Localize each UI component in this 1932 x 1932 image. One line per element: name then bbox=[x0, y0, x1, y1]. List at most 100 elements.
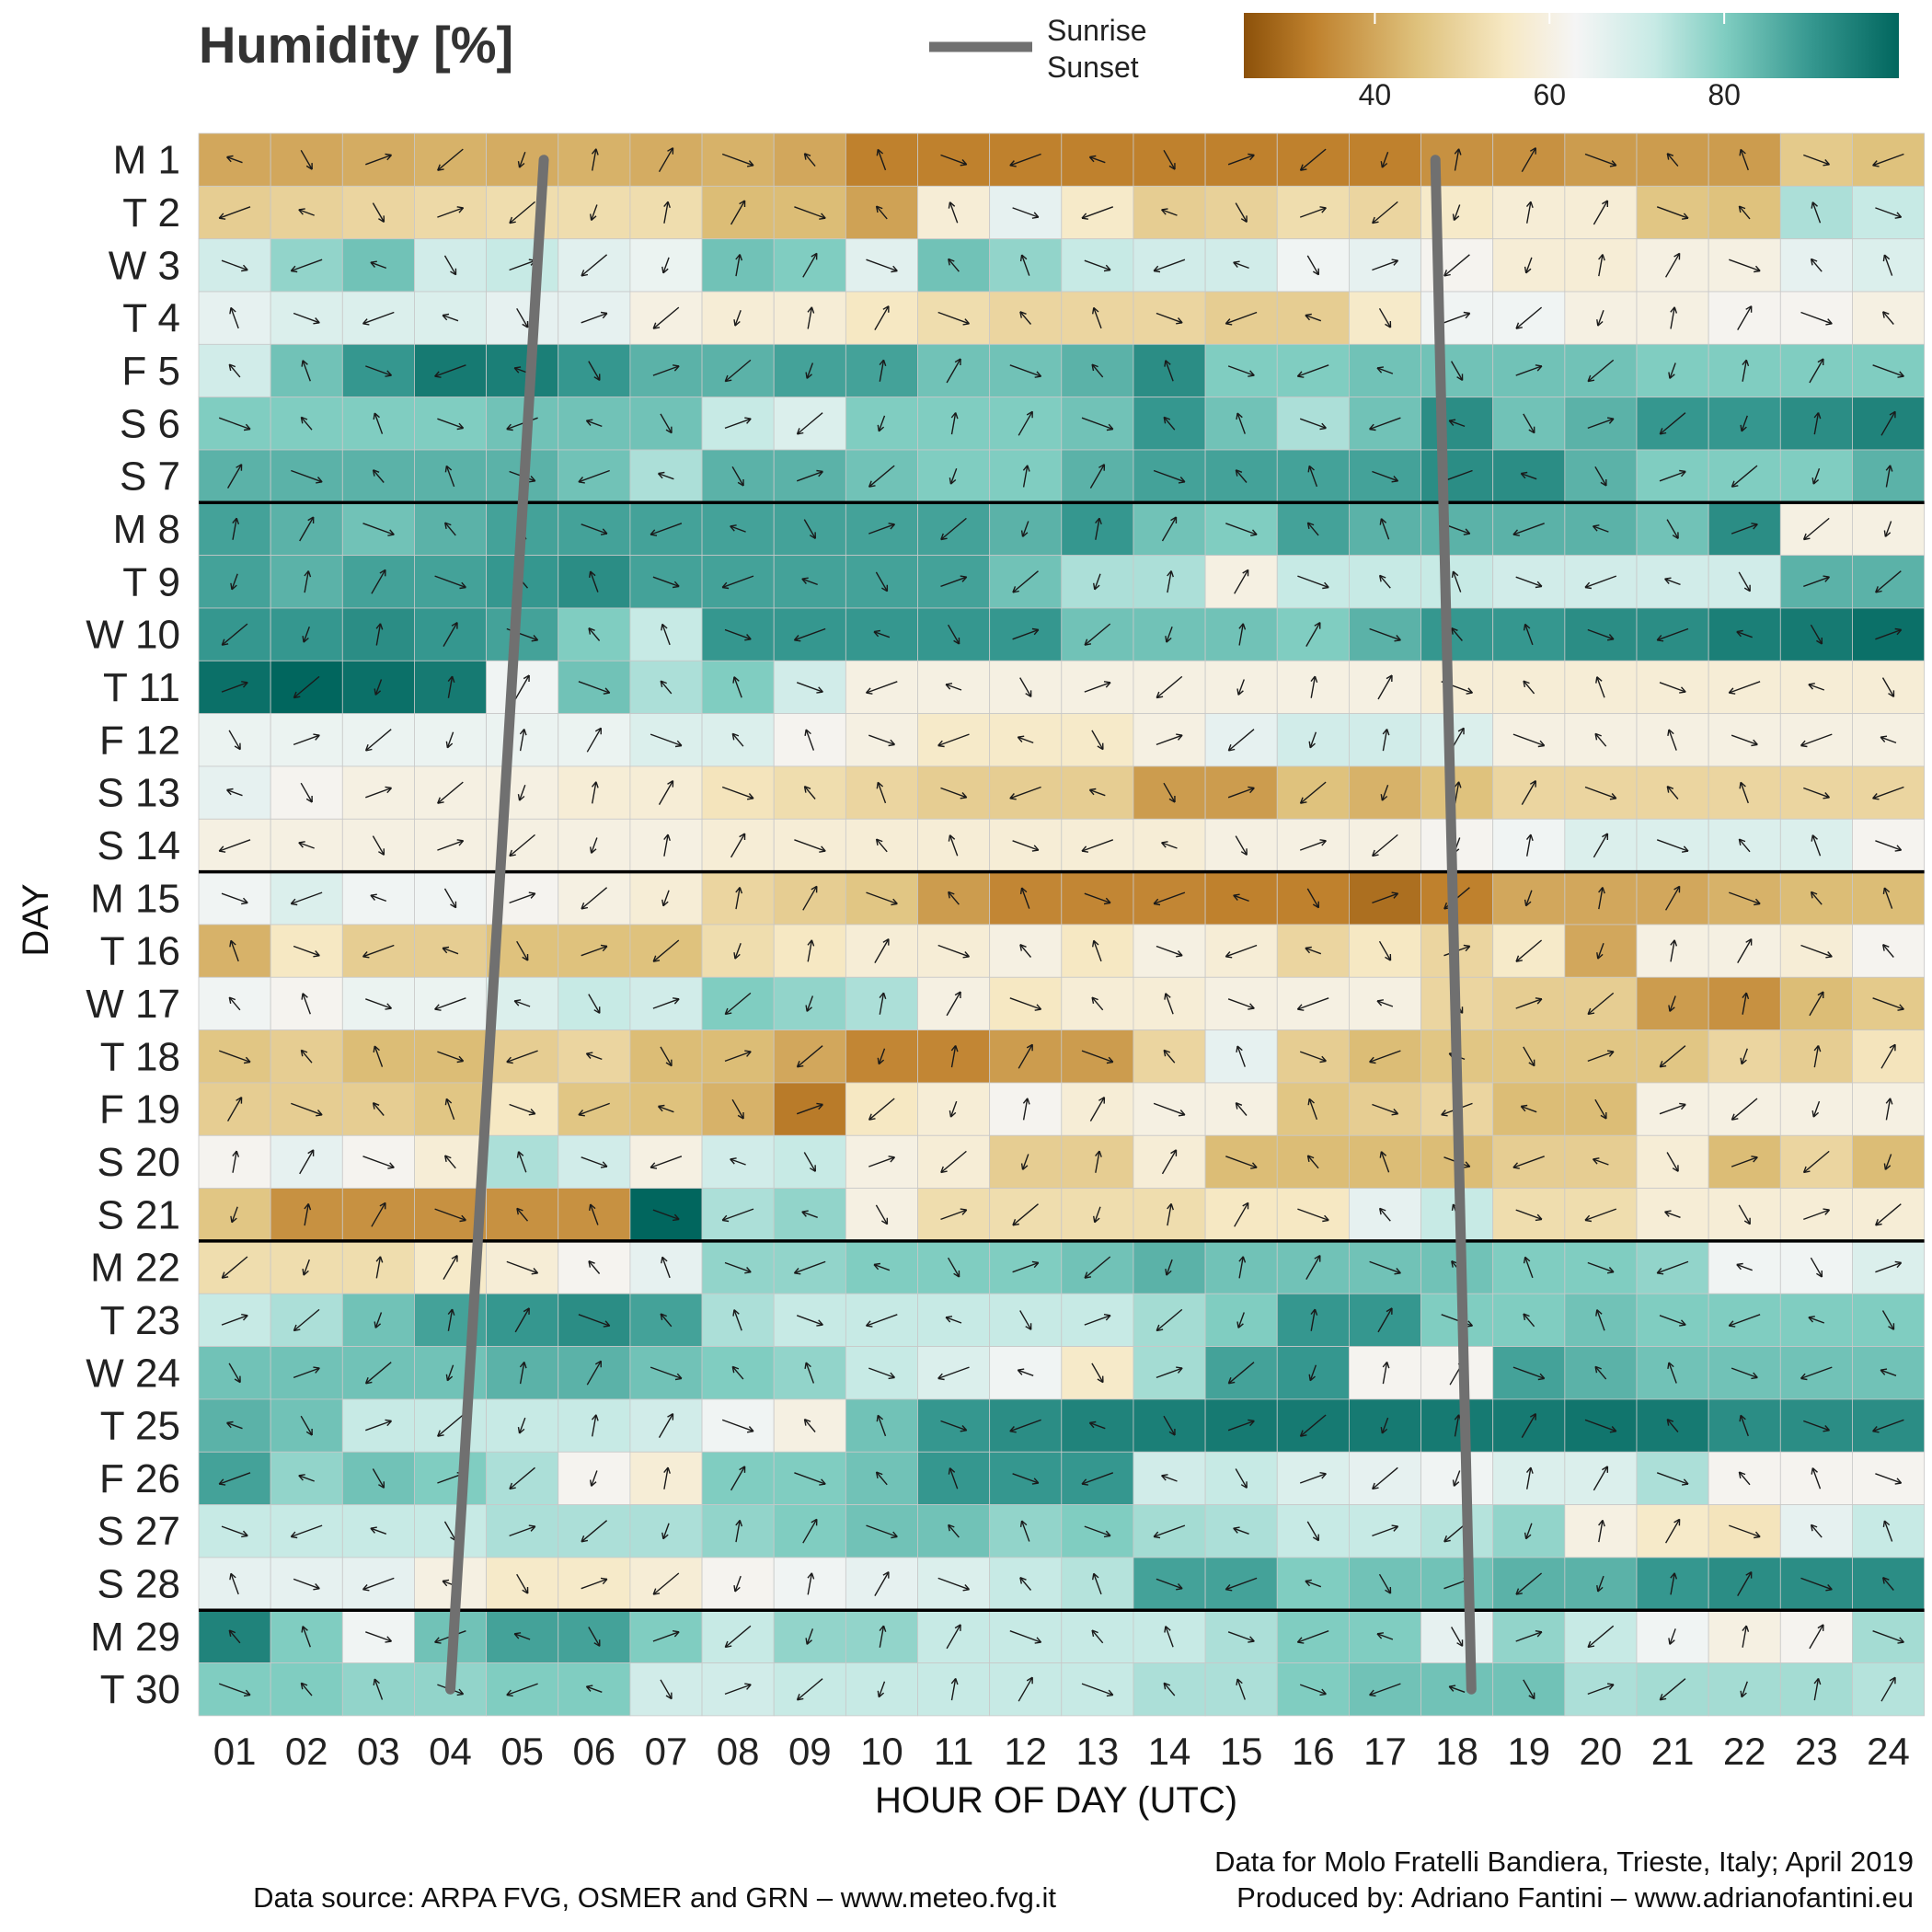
wind-arrow bbox=[290, 259, 323, 273]
wind-arrow bbox=[1813, 1045, 1822, 1068]
wind-arrow bbox=[735, 254, 743, 277]
wind-arrow bbox=[1664, 1210, 1681, 1218]
wind-arrow bbox=[1305, 313, 1322, 322]
wind-arrow bbox=[1452, 204, 1461, 222]
x-tick-label: 08 bbox=[717, 1730, 760, 1773]
wind-arrow bbox=[291, 1102, 323, 1117]
wind-arrow bbox=[868, 1367, 896, 1380]
wind-arrow bbox=[805, 995, 814, 1012]
wind-arrow bbox=[724, 1683, 752, 1696]
wind-arrow bbox=[803, 153, 816, 167]
wind-arrow bbox=[1523, 1313, 1535, 1328]
wind-arrow bbox=[1156, 733, 1183, 746]
wind-arrow bbox=[226, 1420, 243, 1430]
wind-arrow bbox=[299, 516, 315, 542]
wind-arrow bbox=[293, 312, 320, 325]
wind-arrow bbox=[1081, 206, 1114, 220]
wind-arrow bbox=[516, 940, 529, 961]
wind-arrow bbox=[581, 1577, 608, 1590]
wind-arrow bbox=[1880, 1676, 1896, 1702]
wind-arrow bbox=[517, 784, 526, 801]
wind-arrow bbox=[1088, 788, 1106, 797]
wind-arrow bbox=[1594, 732, 1607, 747]
wind-arrow bbox=[300, 1415, 313, 1436]
wind-arrow bbox=[733, 942, 742, 960]
wind-arrow bbox=[1095, 1150, 1102, 1173]
wind-arrow bbox=[1225, 523, 1258, 536]
wind-arrow bbox=[868, 734, 896, 747]
wind-arrow bbox=[802, 885, 818, 911]
wind-arrow bbox=[1019, 311, 1032, 325]
wind-arrow bbox=[1299, 1051, 1327, 1064]
wind-arrow bbox=[1089, 464, 1106, 489]
wind-arrow bbox=[732, 1309, 742, 1331]
wind-arrow bbox=[1372, 1103, 1399, 1116]
wind-arrow bbox=[1523, 1679, 1535, 1700]
wind-arrow bbox=[661, 890, 670, 907]
wind-arrow bbox=[1587, 1050, 1615, 1063]
wind-arrow bbox=[950, 1677, 959, 1701]
wind-arrow bbox=[516, 307, 529, 328]
wind-arrow bbox=[1659, 1102, 1686, 1115]
wind-arrow bbox=[940, 787, 968, 799]
wind-arrow bbox=[1369, 1050, 1401, 1064]
wind-arrow bbox=[1885, 1098, 1893, 1121]
caption-data-for: Data for Molo Fratelli Bandiera, Trieste… bbox=[1214, 1846, 1914, 1878]
wind-arrow bbox=[948, 258, 960, 272]
wind-arrow bbox=[1521, 147, 1536, 173]
wind-arrow bbox=[1227, 365, 1255, 377]
wind-arrow bbox=[940, 575, 968, 588]
wind-arrow bbox=[805, 362, 814, 379]
wind-arrow bbox=[1596, 942, 1604, 960]
wind-arrow bbox=[506, 1683, 538, 1697]
wind-arrow bbox=[1738, 571, 1751, 592]
wind-arrow bbox=[1167, 570, 1174, 593]
x-tick-label: 11 bbox=[934, 1730, 974, 1773]
wind-arrow bbox=[1081, 417, 1114, 431]
wind-arrow bbox=[1296, 364, 1329, 378]
wind-arrow bbox=[364, 1362, 392, 1385]
wind-arrow bbox=[1523, 680, 1535, 695]
heatmap-cell bbox=[1276, 449, 1350, 503]
wind-arrow bbox=[1233, 1526, 1249, 1535]
wind-arrow bbox=[1163, 1049, 1176, 1064]
wind-arrow bbox=[1299, 1684, 1327, 1696]
wind-arrow bbox=[940, 1420, 968, 1432]
wind-arrow bbox=[1882, 1520, 1893, 1542]
wind-arrow bbox=[1882, 311, 1894, 325]
wind-arrow bbox=[1668, 995, 1676, 1012]
wind-arrow bbox=[865, 681, 898, 695]
wind-arrow bbox=[721, 786, 754, 800]
wind-arrow bbox=[1525, 201, 1534, 224]
wind-arrow bbox=[1811, 201, 1822, 224]
wind-arrow bbox=[1737, 1570, 1753, 1596]
wind-arrow bbox=[1670, 1572, 1678, 1595]
wind-arrow bbox=[1872, 364, 1904, 378]
wind-arrow bbox=[1523, 623, 1534, 646]
wind-arrow bbox=[1666, 1152, 1679, 1172]
heatmap-cell bbox=[773, 1029, 846, 1084]
wind-arrow bbox=[803, 1152, 816, 1172]
x-tick-label: 15 bbox=[1220, 1730, 1263, 1773]
x-tick-label: 16 bbox=[1292, 1730, 1335, 1773]
y-tick-label: T 16 bbox=[100, 929, 180, 974]
wind-arrow bbox=[442, 313, 459, 322]
wind-arrow bbox=[945, 1316, 962, 1324]
wind-arrow bbox=[1587, 359, 1615, 383]
wind-arrow bbox=[365, 153, 393, 166]
wind-arrow bbox=[1235, 469, 1248, 483]
wind-arrow bbox=[517, 1417, 526, 1434]
wind-arrow bbox=[1164, 993, 1174, 1015]
wind-arrow bbox=[1088, 155, 1106, 164]
sunset-line bbox=[1430, 155, 1477, 1695]
wind-arrow bbox=[1659, 1315, 1686, 1327]
wind-arrow bbox=[371, 569, 386, 594]
y-tick-label: S 7 bbox=[120, 454, 180, 500]
wind-arrow bbox=[375, 623, 384, 646]
wind-arrow bbox=[1664, 577, 1681, 586]
wind-arrow bbox=[658, 147, 674, 173]
wind-arrow bbox=[876, 781, 887, 804]
wind-arrow bbox=[1731, 523, 1758, 535]
wind-arrow bbox=[300, 416, 313, 431]
wind-arrow bbox=[793, 1260, 826, 1275]
